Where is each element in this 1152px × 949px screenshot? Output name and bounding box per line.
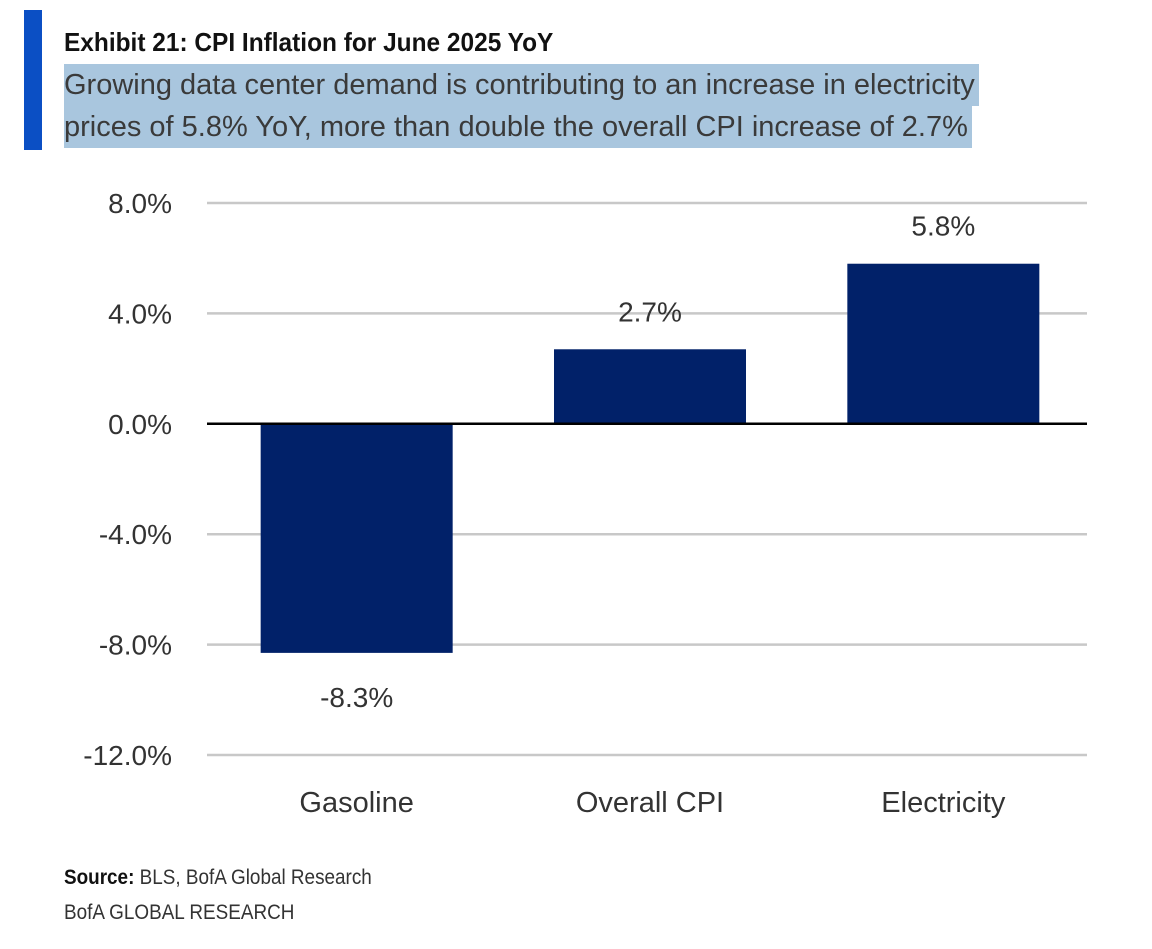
source-label: Source:: [64, 866, 135, 889]
data-label: 5.8%: [911, 211, 975, 242]
source-note: Source: BLS, BofA Global Research: [64, 866, 372, 890]
chart-subtitle: Growing data center demand is contributi…: [64, 64, 979, 148]
y-tick-label: 8.0%: [108, 188, 172, 219]
y-tick-label: -4.0%: [99, 519, 172, 550]
bar-overall-cpi: [554, 349, 746, 424]
accent-bar: [24, 10, 42, 150]
chart-title: Exhibit 21: CPI Inflation for June 2025 …: [64, 27, 554, 57]
source-text: BLS, BofA Global Research: [134, 866, 372, 889]
y-tick-label: 4.0%: [108, 298, 172, 329]
bar-electricity: [847, 263, 1040, 424]
y-tick-label: -8.0%: [99, 630, 172, 661]
x-category-label: Overall CPI: [576, 787, 724, 819]
x-category-label: Gasoline: [299, 787, 413, 819]
x-category-label: Electricity: [881, 787, 1006, 819]
data-label: -8.3%: [320, 682, 393, 713]
y-tick-label: -12.0%: [83, 740, 172, 771]
bar-gasoline: [260, 423, 453, 653]
brand-footer: BofA GLOBAL RESEARCH: [64, 901, 295, 924]
data-label: 2.7%: [618, 296, 682, 327]
subtitle-line-2: prices of 5.8% YoY, more than double the…: [64, 106, 972, 148]
y-tick-label: 0.0%: [108, 409, 172, 440]
subtitle-line-1: Growing data center demand is contributi…: [64, 64, 979, 106]
